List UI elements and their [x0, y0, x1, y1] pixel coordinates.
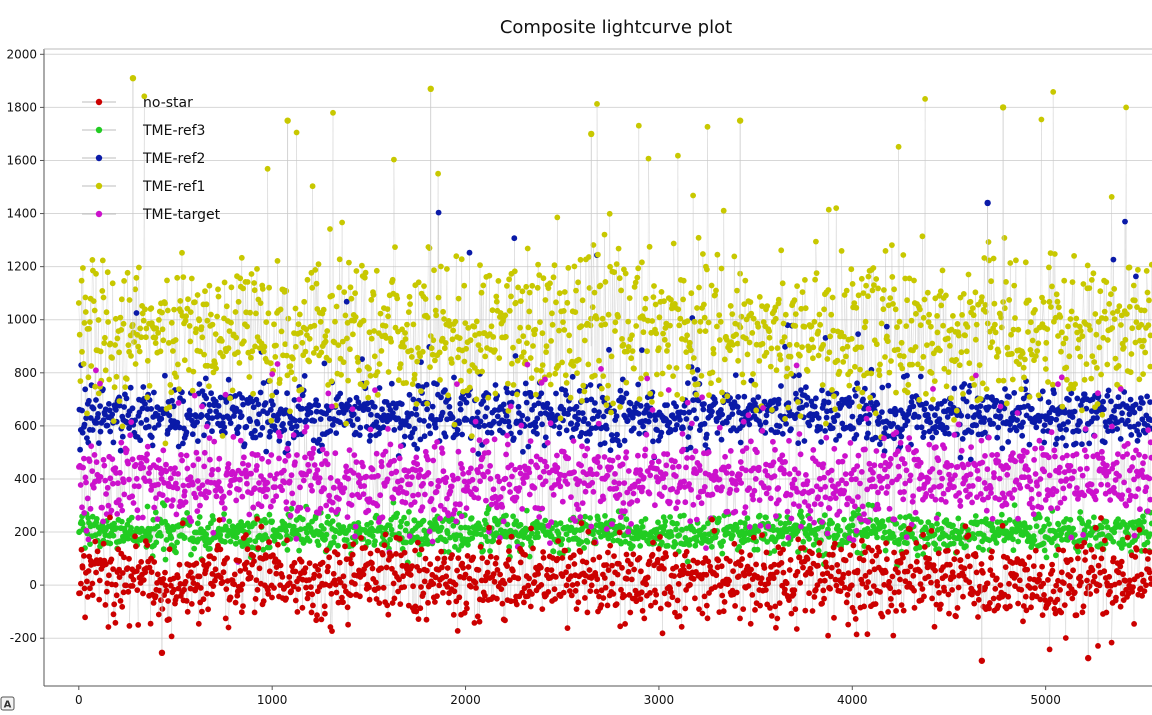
series-connector: [313, 420, 315, 441]
series-connector: [322, 413, 324, 435]
series-connector: [522, 424, 524, 452]
series-connector: [80, 365, 83, 411]
series-connector: [610, 411, 613, 435]
series-connector: [580, 401, 583, 433]
series-connector: [253, 407, 256, 431]
series-connector: [479, 373, 481, 422]
series-connector: [439, 419, 441, 441]
series-connector: [572, 376, 575, 430]
series-connector: [319, 512, 322, 532]
series-connector: [153, 392, 155, 428]
series-connector: [149, 400, 151, 436]
series-connector: [724, 394, 727, 422]
series-connector: [690, 367, 692, 448]
series-connector: [770, 410, 773, 430]
series-connector: [524, 393, 526, 426]
series-connector: [152, 417, 154, 446]
series-connector: [91, 385, 93, 408]
series-connector: [163, 505, 165, 550]
series-connector: [458, 513, 460, 550]
series-connector: [361, 359, 364, 384]
series-connector: [120, 428, 122, 451]
series-connector: [358, 408, 361, 436]
series-connector: [596, 255, 599, 417]
series-connector: [622, 379, 624, 399]
series-connector: [182, 401, 185, 429]
series-connector: [393, 517, 396, 536]
series-connector: [147, 506, 149, 529]
series-connector: [324, 363, 326, 435]
series-connector: [414, 408, 416, 429]
series-connector: [608, 349, 611, 406]
series-connector: [150, 408, 153, 438]
series-connector: [584, 386, 587, 434]
series-connector: [1052, 510, 1054, 531]
series-connector: [687, 412, 690, 438]
series-connector: [394, 517, 397, 536]
series-connector: [286, 393, 288, 451]
series-connector: [137, 415, 139, 437]
series-connector: [261, 351, 263, 428]
series-connector: [774, 408, 777, 433]
series-connector: [199, 384, 201, 418]
